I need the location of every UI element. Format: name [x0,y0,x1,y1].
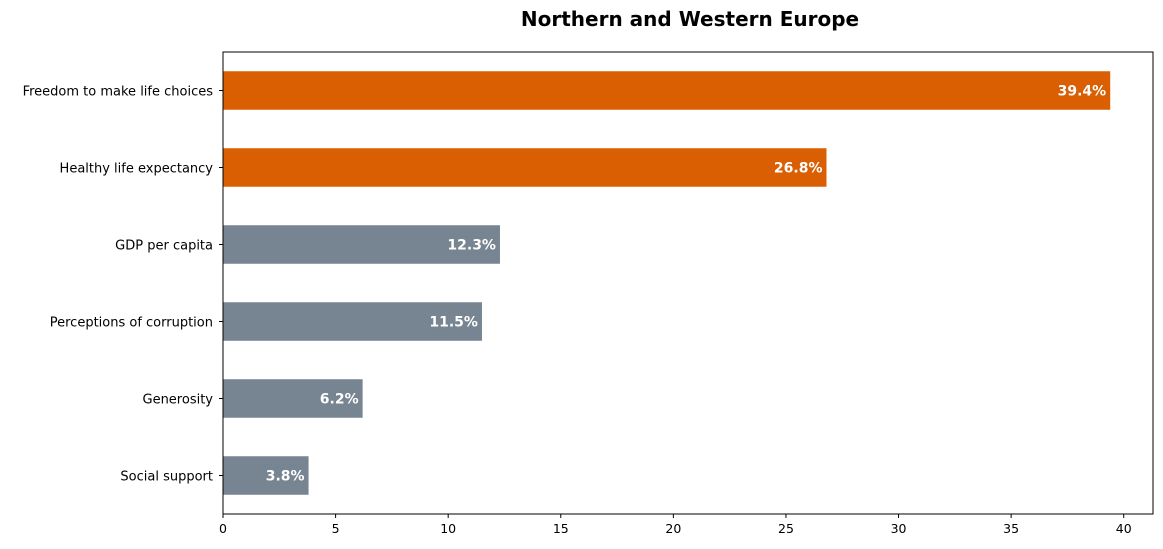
bar-3 [223,302,482,341]
category-label-4: Generosity [143,393,214,408]
value-labels-layer: 39.4% 26.8% 12.3% 11.5% 6.2% 3.8% [266,84,1106,485]
x-tick-label-8: 40 [1116,521,1132,536]
category-label-0: Freedom to make life choices [23,85,214,100]
bar-5 [223,456,309,495]
value-label-5: 3.8% [266,469,305,485]
bar-2 [223,225,500,264]
category-label-3: Perceptions of corruption [50,316,213,331]
x-tick-label-0: 0 [219,521,227,536]
x-tick-label-5: 25 [778,521,794,536]
value-label-2: 12.3% [447,238,496,254]
bar-0 [223,71,1111,110]
x-tick-label-6: 30 [891,521,907,536]
plot-frame [222,51,1154,515]
value-label-1: 26.8% [774,161,823,177]
value-label-4: 6.2% [320,392,359,408]
value-label-0: 39.4% [1058,84,1107,100]
category-label-2: GDP per capita [115,239,213,254]
x-tick-label-7: 35 [1003,521,1019,536]
x-axis: 0 5 10 15 20 25 30 35 40 [219,514,1132,536]
bars-layer [223,71,1111,495]
bar-1 [223,148,827,187]
bar-4 [223,379,363,418]
value-label-3: 11.5% [429,315,478,331]
chart-title: Northern and Western Europe [521,7,859,31]
category-label-1: Healthy life expectancy [60,162,214,177]
x-tick-label-2: 10 [440,521,456,536]
x-tick-label-1: 5 [332,521,340,536]
x-tick-label-4: 20 [665,521,681,536]
y-axis: Freedom to make life choices Healthy life… [23,85,223,485]
category-label-5: Social support [120,470,213,485]
x-tick-label-3: 15 [553,521,569,536]
